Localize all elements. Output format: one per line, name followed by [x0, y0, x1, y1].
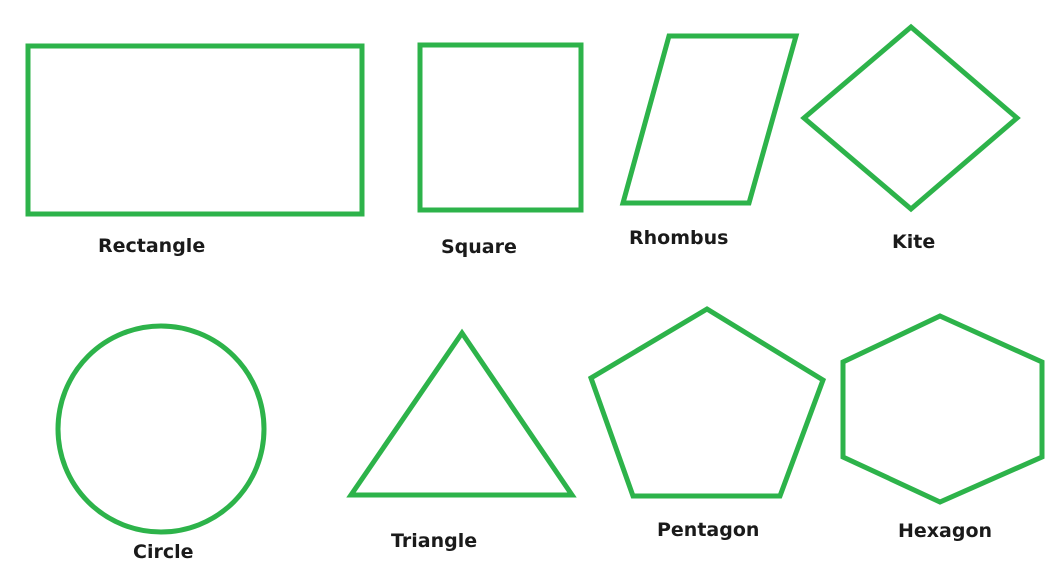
rhombus-figure: Rhombus	[619, 33, 800, 249]
hexagon-label: Hexagon	[898, 520, 992, 542]
square-figure: Square	[417, 42, 584, 258]
rectangle-figure: Rectangle	[25, 43, 365, 257]
kite-figure: Kite	[800, 23, 1021, 253]
hexagon-shape	[840, 313, 1045, 505]
pentagon-label: Pentagon	[657, 519, 759, 541]
circle-figure: Circle	[55, 323, 267, 563]
square-shape	[417, 42, 584, 213]
rhombus-label: Rhombus	[629, 227, 728, 249]
rhombus-shape	[619, 33, 800, 206]
rectangle-shape	[25, 43, 365, 217]
triangle-shape	[346, 328, 577, 498]
circle-label: Circle	[133, 541, 194, 563]
rectangle-label: Rectangle	[98, 235, 205, 257]
kite-shape	[800, 23, 1021, 213]
pentagon-figure: Pentagon	[587, 306, 827, 541]
triangle-label: Triangle	[391, 530, 477, 552]
kite-label: Kite	[892, 231, 935, 253]
square-label: Square	[441, 236, 517, 258]
hexagon-figure: Hexagon	[840, 313, 1045, 542]
pentagon-shape	[587, 306, 827, 499]
circle-shape	[55, 323, 267, 535]
triangle-figure: Triangle	[346, 328, 577, 552]
